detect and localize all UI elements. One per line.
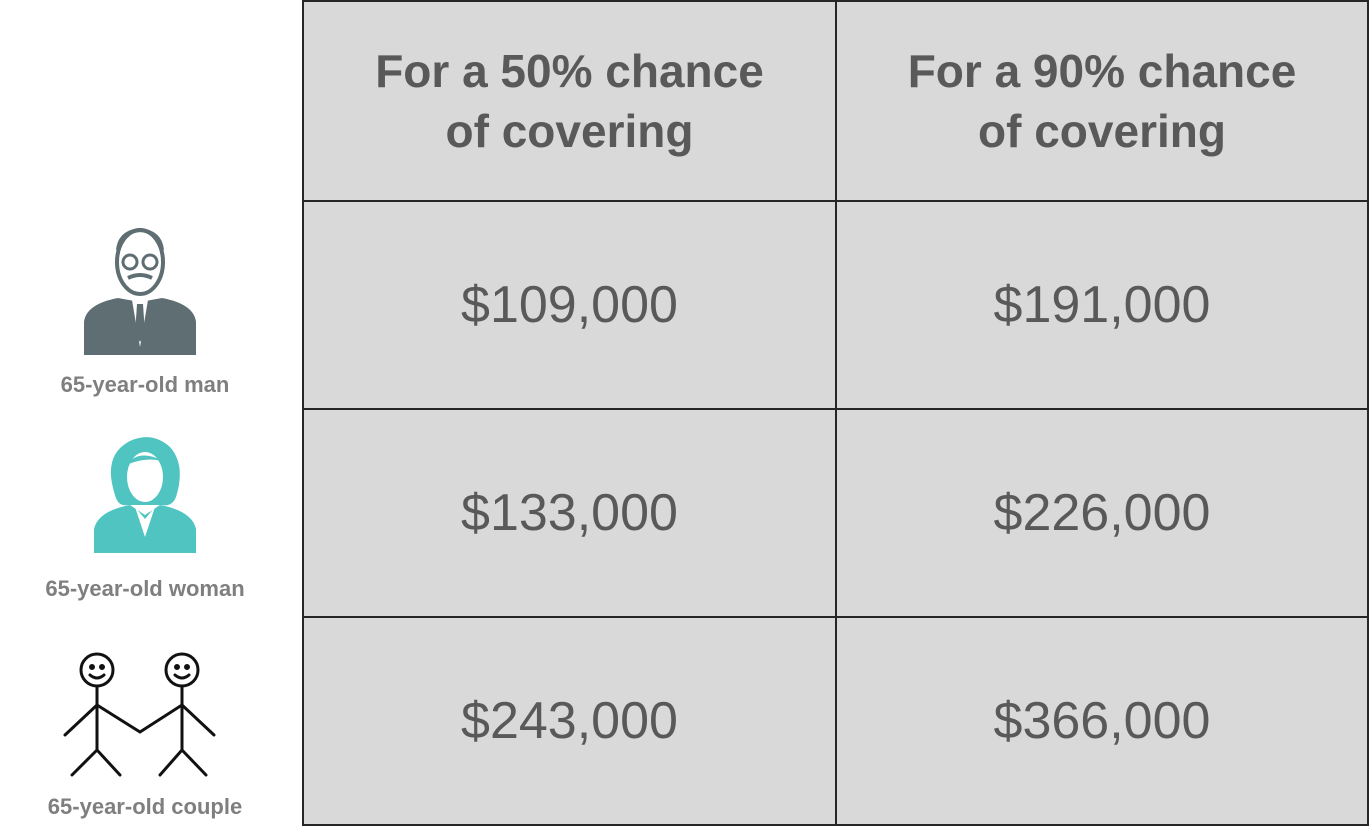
header-cell: For a 50% chance of covering: [302, 0, 837, 202]
row-label: 65-year-old couple: [47, 794, 243, 819]
header-line: of covering: [978, 105, 1226, 157]
value-cell: $226,000: [835, 408, 1369, 618]
man-icon: [84, 227, 196, 355]
value-cell: $243,000: [302, 616, 837, 826]
value-cell: $366,000: [835, 616, 1369, 826]
value-cell: $191,000: [835, 200, 1369, 410]
woman-icon: [94, 437, 196, 553]
row-label: 65-year-old woman: [45, 576, 245, 601]
header-line: For a 50% chance: [375, 45, 764, 97]
header-line: For a 90% chance: [907, 45, 1297, 97]
header-line: of covering: [445, 105, 694, 157]
value-cell: $133,000: [302, 408, 837, 618]
header-cell: For a 90% chance of covering: [835, 0, 1369, 202]
value-cell: $109,000: [302, 200, 837, 410]
couple-icon: [63, 652, 216, 777]
row-label: 65-year-old man: [60, 372, 230, 397]
